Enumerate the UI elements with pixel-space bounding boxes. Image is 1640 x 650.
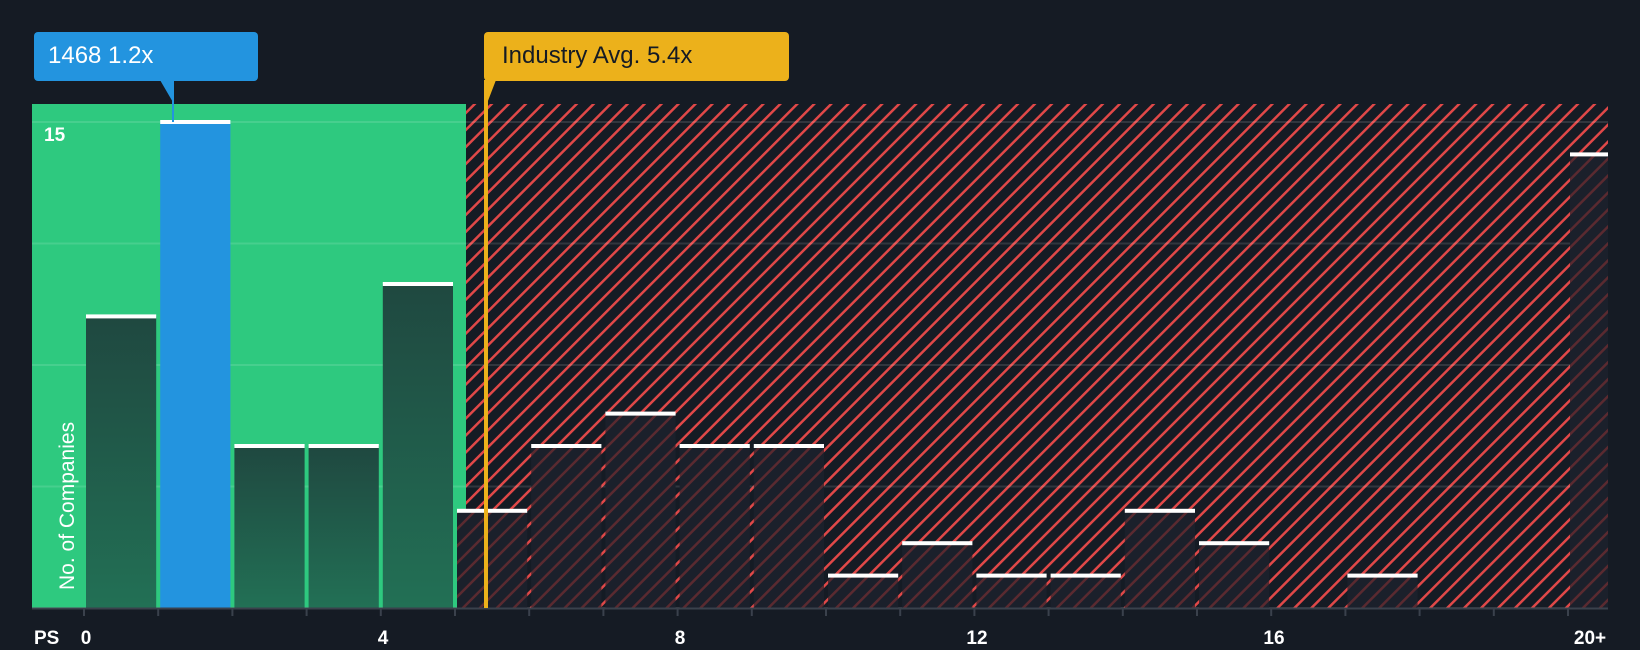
histogram-bar (382, 284, 453, 608)
bar-cap (1199, 541, 1270, 546)
histogram-bar (234, 446, 305, 608)
bar-cap (531, 444, 602, 448)
industry-callout-pointer (484, 80, 496, 106)
bar-cap (457, 508, 528, 513)
histogram-bar (902, 543, 973, 608)
bar-cap (605, 411, 676, 416)
bar-cap (902, 541, 973, 546)
histogram-bar (531, 446, 602, 608)
bar-cap (1050, 573, 1121, 578)
industry-avg-line (484, 80, 488, 608)
histogram-bar (976, 575, 1047, 608)
bar-cap (382, 282, 453, 286)
histogram-bar (753, 446, 824, 608)
bar-cap (1124, 508, 1195, 513)
x-tick-label: 16 (1263, 628, 1285, 649)
company-callout: 1468 1.2x (34, 32, 258, 81)
industry-avg-callout: Industry Avg. 5.4x (484, 32, 789, 81)
bar-cap (828, 573, 899, 578)
company-callout-pointer (160, 80, 174, 104)
bar-cap (976, 573, 1047, 578)
histogram-bar (1124, 510, 1195, 608)
histogram-bar (1050, 575, 1121, 608)
x-axis-name: PS (34, 628, 60, 649)
bar-cap (753, 444, 824, 448)
company-pointer-line (172, 80, 174, 122)
bar-cap (86, 314, 157, 319)
histogram-bar (828, 575, 899, 608)
bar-cap (234, 444, 305, 448)
bar-cap (679, 444, 750, 448)
bar-cap (308, 444, 379, 448)
bar-cap (1570, 152, 1608, 157)
histogram-bar (1570, 154, 1608, 608)
histogram-bar (679, 446, 750, 608)
company-bar (160, 122, 231, 608)
bar-cap (160, 120, 231, 124)
x-tick-label: 20+ (1573, 628, 1607, 649)
histogram-bar (605, 413, 676, 608)
histogram-bar (457, 510, 528, 608)
x-tick-label: 8 (674, 628, 686, 649)
bar-cap (1347, 573, 1418, 578)
y-tick-label: 15 (44, 125, 66, 146)
histogram-bar (86, 316, 157, 608)
histogram-bar (308, 446, 379, 608)
x-tick-label: 12 (966, 628, 988, 649)
x-tick-label: 0 (80, 628, 92, 649)
histogram-bar (1347, 575, 1418, 608)
histogram-bar (1199, 543, 1270, 608)
y-axis-label: No. of Companies (56, 421, 79, 590)
bars (86, 120, 1608, 608)
x-tick-label: 4 (377, 628, 389, 649)
x-ticks (83, 608, 1569, 616)
